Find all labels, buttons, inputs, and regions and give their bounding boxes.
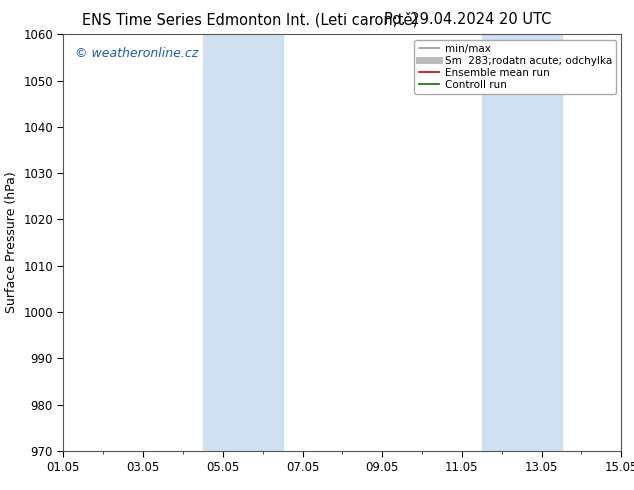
Text: ENS Time Series Edmonton Int. (Leti caron;tě): ENS Time Series Edmonton Int. (Leti caro… [82,12,418,28]
Y-axis label: Surface Pressure (hPa): Surface Pressure (hPa) [4,172,18,314]
Legend: min/max, Sm  283;rodatn acute; odchylka, Ensemble mean run, Controll run: min/max, Sm 283;rodatn acute; odchylka, … [415,40,616,94]
Text: Po. 29.04.2024 20 UTC: Po. 29.04.2024 20 UTC [384,12,552,27]
Bar [482,34,562,451]
Text: © weatheronline.cz: © weatheronline.cz [75,47,198,60]
Bar [203,34,283,451]
